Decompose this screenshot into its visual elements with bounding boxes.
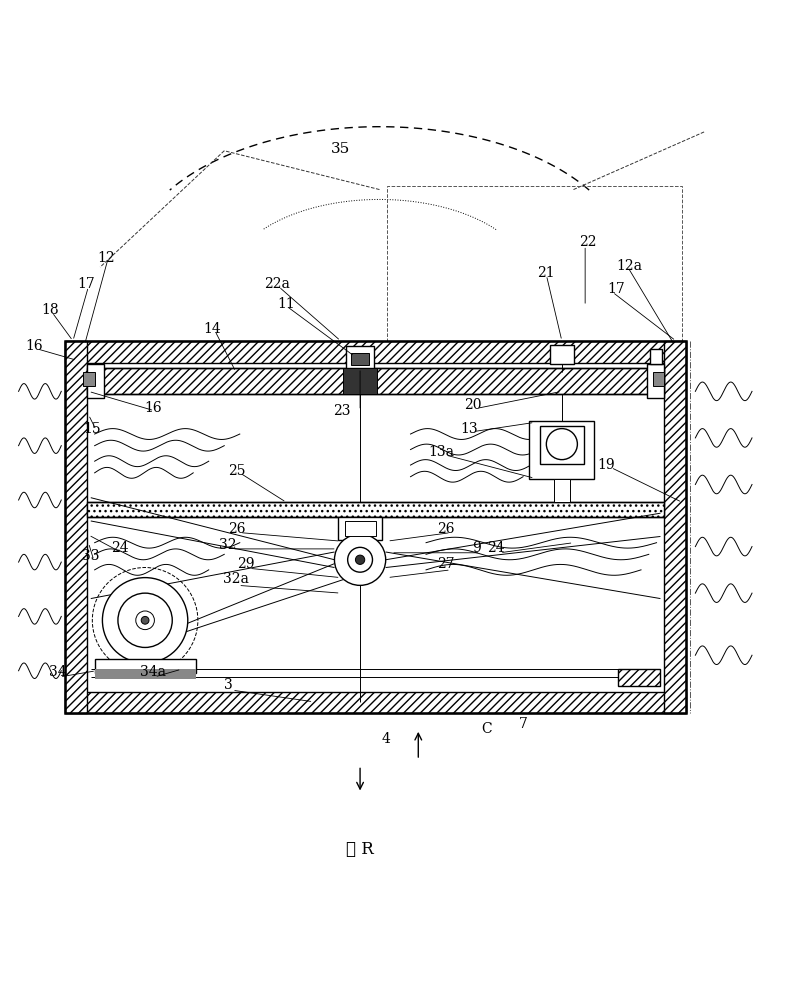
Text: 17: 17 <box>77 277 95 291</box>
Circle shape <box>334 534 386 585</box>
Text: 16: 16 <box>144 401 162 415</box>
Bar <box>664 341 686 713</box>
Circle shape <box>547 429 577 460</box>
Text: 29: 29 <box>237 557 254 571</box>
Bar <box>653 372 664 386</box>
Text: 25: 25 <box>228 464 246 478</box>
Bar <box>351 353 370 365</box>
Text: 17: 17 <box>608 282 625 296</box>
Bar <box>346 346 374 368</box>
Bar <box>529 421 594 479</box>
Text: 22a: 22a <box>264 277 290 291</box>
Bar <box>65 341 686 363</box>
Text: 32a: 32a <box>223 572 249 586</box>
Bar <box>65 341 686 713</box>
Text: 14: 14 <box>204 322 221 336</box>
Text: 21: 21 <box>537 266 555 280</box>
Bar <box>83 372 95 386</box>
Text: 26: 26 <box>228 522 246 536</box>
Bar <box>343 368 377 394</box>
Bar <box>65 341 87 713</box>
Text: 32: 32 <box>220 538 237 552</box>
Text: 4: 4 <box>382 732 390 746</box>
Bar <box>540 426 584 464</box>
Circle shape <box>348 547 373 572</box>
Text: 23: 23 <box>333 404 351 418</box>
Bar <box>618 669 660 686</box>
Bar <box>647 364 664 398</box>
Circle shape <box>103 578 188 663</box>
Text: 15: 15 <box>84 422 101 436</box>
Text: 13a: 13a <box>428 445 454 459</box>
Text: 16: 16 <box>25 339 43 353</box>
Text: 12a: 12a <box>616 259 642 273</box>
Text: 22: 22 <box>579 235 596 249</box>
Bar <box>344 521 375 536</box>
Text: 27: 27 <box>437 557 454 571</box>
Text: 7: 7 <box>518 717 528 731</box>
Text: 33: 33 <box>82 549 100 563</box>
Text: C: C <box>481 722 492 736</box>
Text: 11: 11 <box>277 297 295 311</box>
Circle shape <box>136 611 154 630</box>
Text: 34: 34 <box>48 665 66 679</box>
Bar <box>550 345 574 364</box>
Text: 9: 9 <box>472 541 481 555</box>
Bar <box>95 669 196 679</box>
Circle shape <box>141 616 149 624</box>
Text: 24: 24 <box>111 541 128 555</box>
Bar <box>95 659 196 673</box>
Bar <box>338 517 382 540</box>
Text: 12: 12 <box>97 251 115 265</box>
Bar <box>87 364 104 398</box>
Bar <box>87 502 664 517</box>
Bar <box>649 349 662 364</box>
Text: 35: 35 <box>331 142 350 156</box>
Circle shape <box>118 593 172 647</box>
Text: 18: 18 <box>41 303 58 317</box>
Bar <box>387 186 682 356</box>
Text: 34a: 34a <box>140 665 166 679</box>
Text: 3: 3 <box>224 678 232 692</box>
Text: 26: 26 <box>437 522 454 536</box>
Bar <box>554 479 570 502</box>
Text: 24: 24 <box>487 541 505 555</box>
Text: 13: 13 <box>460 422 477 436</box>
Text: 20: 20 <box>464 398 481 412</box>
Text: 19: 19 <box>597 458 615 472</box>
Bar <box>65 692 686 713</box>
Circle shape <box>356 555 365 564</box>
Bar <box>87 368 664 394</box>
Text: 向 R: 向 R <box>346 841 374 858</box>
